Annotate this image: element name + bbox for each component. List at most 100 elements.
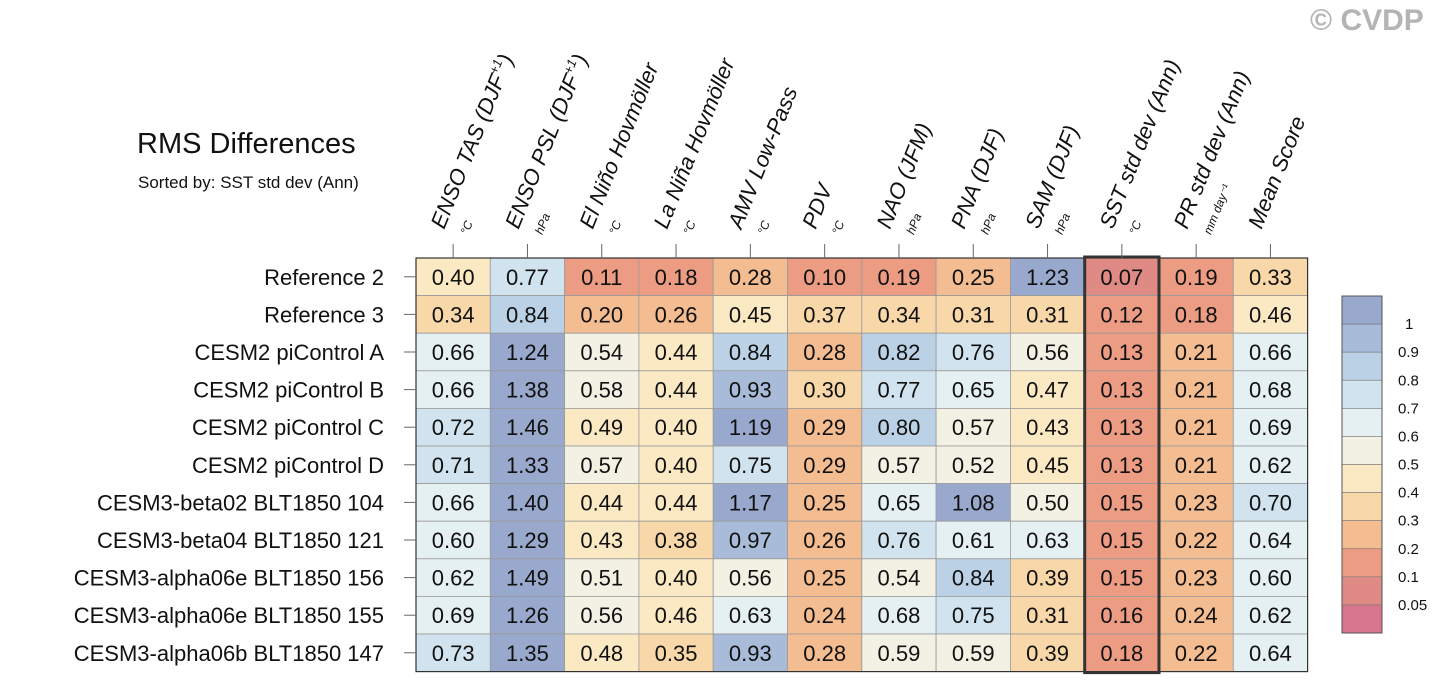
heatmap-cell xyxy=(564,558,640,597)
cell-value: 0.76 xyxy=(952,340,995,365)
cell-value: 0.51 xyxy=(580,566,623,591)
cell-value: 0.45 xyxy=(1026,453,1069,478)
cell-value: 0.63 xyxy=(729,603,772,628)
heatmap-cell xyxy=(1232,633,1309,672)
heatmap-cell xyxy=(489,596,565,635)
cell-value: 0.18 xyxy=(655,265,698,290)
heatmap-cell xyxy=(861,445,937,484)
heatmap-cell xyxy=(712,407,788,447)
heatmap-cell xyxy=(935,257,1011,296)
cell-value: 1.40 xyxy=(506,490,549,515)
cell-value: 0.31 xyxy=(1026,603,1069,628)
cell-value: 0.44 xyxy=(655,378,698,403)
heatmap-cell xyxy=(1158,407,1234,447)
colorbar-segment xyxy=(1341,351,1383,381)
cell-value: 0.45 xyxy=(729,302,772,327)
heatmap-cell xyxy=(638,520,714,560)
heatmap-cell xyxy=(415,370,491,409)
heatmap-cell xyxy=(787,483,863,522)
colorbar-tick-label: 0.4 xyxy=(1398,485,1419,502)
colorbar-segment xyxy=(1341,548,1383,578)
cell-value: 0.40 xyxy=(655,453,698,478)
cell-value: 0.19 xyxy=(1175,265,1218,290)
cell-value: 0.21 xyxy=(1175,453,1218,478)
cell-value: 1.26 xyxy=(506,603,549,628)
heatmap-cell xyxy=(787,558,863,597)
heatmap-cell xyxy=(415,295,491,334)
cell-value: 0.63 xyxy=(1026,528,1069,553)
cell-value: 0.44 xyxy=(580,490,623,515)
heatmap-cell xyxy=(1084,558,1160,597)
cell-value: 0.46 xyxy=(655,603,698,628)
heatmap-cell xyxy=(712,558,788,597)
cell-value: 1.17 xyxy=(729,490,772,515)
heatmap-cell xyxy=(489,445,565,484)
cell-value: 0.25 xyxy=(803,566,846,591)
column-header: PNA (DJF)hPa xyxy=(946,125,1009,237)
heatmap-cell xyxy=(935,633,1011,672)
cell-value: 0.43 xyxy=(580,528,623,553)
row-label: CESM3-beta04 BLT1850 121 xyxy=(97,528,384,553)
cell-value: 0.11 xyxy=(581,265,622,290)
column-unit: °C xyxy=(681,218,699,236)
cell-value: 1.19 xyxy=(729,415,772,440)
heatmap-cell xyxy=(1158,445,1234,484)
cell-value: 0.13 xyxy=(1100,340,1143,365)
column-label: SAM (DJF) xyxy=(1020,122,1084,232)
cell-value: 0.24 xyxy=(803,603,846,628)
cell-value: 0.44 xyxy=(655,340,698,365)
heatmap-cell xyxy=(638,332,714,372)
heatmap-cell xyxy=(1232,558,1309,597)
cell-value: 0.24 xyxy=(1175,603,1218,628)
colorbar-tick-label: 1 xyxy=(1405,316,1413,333)
cell-value: 1.35 xyxy=(506,641,549,666)
heatmap-cell xyxy=(1010,445,1086,484)
cell-value: 0.20 xyxy=(580,302,623,327)
cell-value: 0.46 xyxy=(1249,302,1292,327)
cell-value: 0.65 xyxy=(878,490,921,515)
cell-value: 0.58 xyxy=(580,378,623,403)
heatmap-cell xyxy=(638,483,714,522)
heatmap-cell xyxy=(935,520,1011,560)
cell-value: 0.38 xyxy=(655,528,698,553)
cell-value: 0.13 xyxy=(1100,378,1143,403)
cell-value: 0.22 xyxy=(1175,528,1218,553)
cell-value: 0.28 xyxy=(803,340,846,365)
cell-value: 0.44 xyxy=(655,490,698,515)
cell-value: 0.65 xyxy=(952,378,995,403)
column-unit: hPa xyxy=(1052,211,1073,236)
cell-value: 0.19 xyxy=(878,265,921,290)
colorbar-segment xyxy=(1341,520,1383,550)
cell-value: 1.08 xyxy=(952,490,995,515)
cell-value: 0.62 xyxy=(1249,453,1292,478)
cell-value: 0.10 xyxy=(803,265,846,290)
heatmap-cell xyxy=(787,520,863,560)
cell-value: 0.21 xyxy=(1175,415,1218,440)
cell-value: 0.66 xyxy=(432,490,475,515)
cell-value: 0.28 xyxy=(729,265,772,290)
heatmap-cell xyxy=(1158,295,1234,334)
cell-value: 0.75 xyxy=(729,453,772,478)
cell-value: 0.49 xyxy=(580,415,623,440)
heatmap-cell xyxy=(712,295,788,334)
heatmap-cell xyxy=(712,370,788,409)
colorbar-tick-label: 0.2 xyxy=(1398,541,1419,558)
heatmap-cell xyxy=(787,633,863,672)
cell-value: 0.40 xyxy=(655,415,698,440)
heatmap-cell xyxy=(1158,520,1234,560)
row-label: CESM3-alpha06b BLT1850 147 xyxy=(74,641,384,666)
cell-value: 1.38 xyxy=(506,378,549,403)
column-header: Mean Score xyxy=(1243,113,1311,232)
colorbar-segment xyxy=(1341,323,1383,353)
cell-value: 0.56 xyxy=(1026,340,1069,365)
heatmap-cell xyxy=(489,370,565,409)
row-label: CESM2 piControl A xyxy=(194,340,384,365)
cell-value: 0.84 xyxy=(729,340,772,365)
column-label: El Niño Hovmöller xyxy=(574,58,664,232)
column-header: NAO (JFM)hPa xyxy=(871,119,936,236)
column-label: NAO (JFM) xyxy=(871,119,936,231)
heatmap-cell xyxy=(1232,332,1309,372)
cell-value: 0.66 xyxy=(432,340,475,365)
cell-value: 0.39 xyxy=(1026,641,1069,666)
heatmap-cell xyxy=(861,633,937,672)
